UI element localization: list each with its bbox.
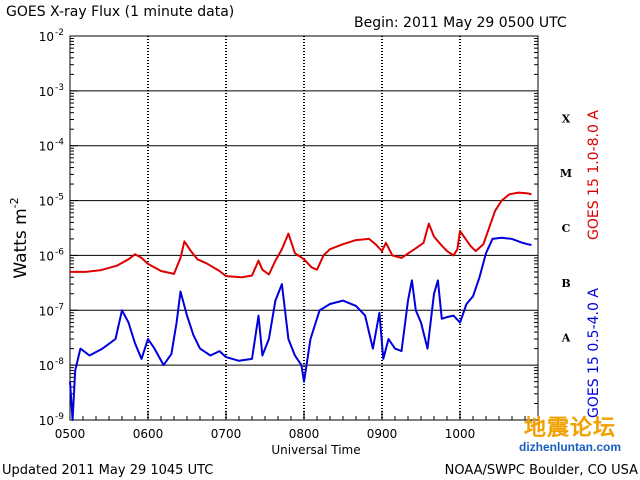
svg-text:Watts m-2: Watts m-2 (8, 197, 31, 278)
forum-watermark: 地震论坛 dizhenluntan.com (506, 415, 634, 455)
flare-class-label: B (561, 277, 570, 290)
data-source: NOAA/SWPC Boulder, CO USA (445, 463, 638, 478)
legend-short-label: GOES 15 0.5-4.0 A (586, 288, 602, 418)
x-tick-label: 0900 (367, 427, 398, 441)
watermark-chinese-text: 地震论坛 (523, 415, 616, 440)
y-tick-label: 10 (39, 414, 54, 428)
y-tick-label: 10 (39, 304, 54, 318)
x-axis-label: Universal Time (271, 443, 360, 457)
begin-time: Begin: 2011 May 29 0500 UTC (354, 15, 567, 31)
y-axis-label-text: Watts m (11, 208, 31, 278)
y-tick-label-exponent: -7 (55, 302, 64, 312)
updated-time: Updated 2011 May 29 1045 UTC (2, 463, 213, 478)
flare-class-label: A (561, 332, 571, 345)
y-tick-label-exponent: -8 (55, 357, 64, 367)
y-tick-label: 10 (39, 85, 54, 99)
x-tick-label: 0700 (211, 427, 242, 441)
flare-class-label: C (562, 222, 571, 235)
series-layer (69, 191, 532, 421)
y-tick-label-exponent: -2 (55, 28, 64, 38)
y-tick-label-exponent: -6 (55, 247, 64, 257)
x-tick-label: 1000 (445, 427, 476, 441)
y-tick-label: 10 (39, 140, 54, 154)
y-tick-label: 10 (39, 195, 54, 209)
y-axis-label-exponent: -2 (8, 197, 21, 208)
y-axis-label: Watts m-2 (8, 197, 31, 278)
chart-title: GOES X-ray Flux (1 minute data) (6, 4, 234, 20)
x-tick-label: 0600 (133, 427, 164, 441)
flare-class-label: X (562, 112, 571, 125)
x-tick-label: 0500 (55, 427, 86, 441)
legend-long-label: GOES 15 1.0-8.0 A (586, 110, 602, 240)
y-tick-label-exponent: -4 (55, 138, 64, 148)
grid-layer (70, 36, 538, 420)
legend-short-channel: GOES 15 0.5-4.0 A (586, 288, 602, 418)
y-tick-label-exponent: -5 (55, 193, 64, 203)
series-short-line (69, 236, 532, 421)
y-tick-label-exponent: -9 (55, 412, 64, 422)
watermark-url: dizhenluntan.com (519, 440, 621, 454)
legend-long-channel: GOES 15 1.0-8.0 A (586, 110, 602, 240)
y-tick-label: 10 (39, 30, 54, 44)
series-long-line (70, 191, 532, 279)
flare-class-label: M (560, 167, 572, 180)
x-tick-label: 0800 (289, 427, 320, 441)
y-tick-label: 10 (39, 249, 54, 263)
y-tick-label-exponent: -3 (55, 83, 64, 93)
y-tick-label: 10 (39, 359, 54, 373)
